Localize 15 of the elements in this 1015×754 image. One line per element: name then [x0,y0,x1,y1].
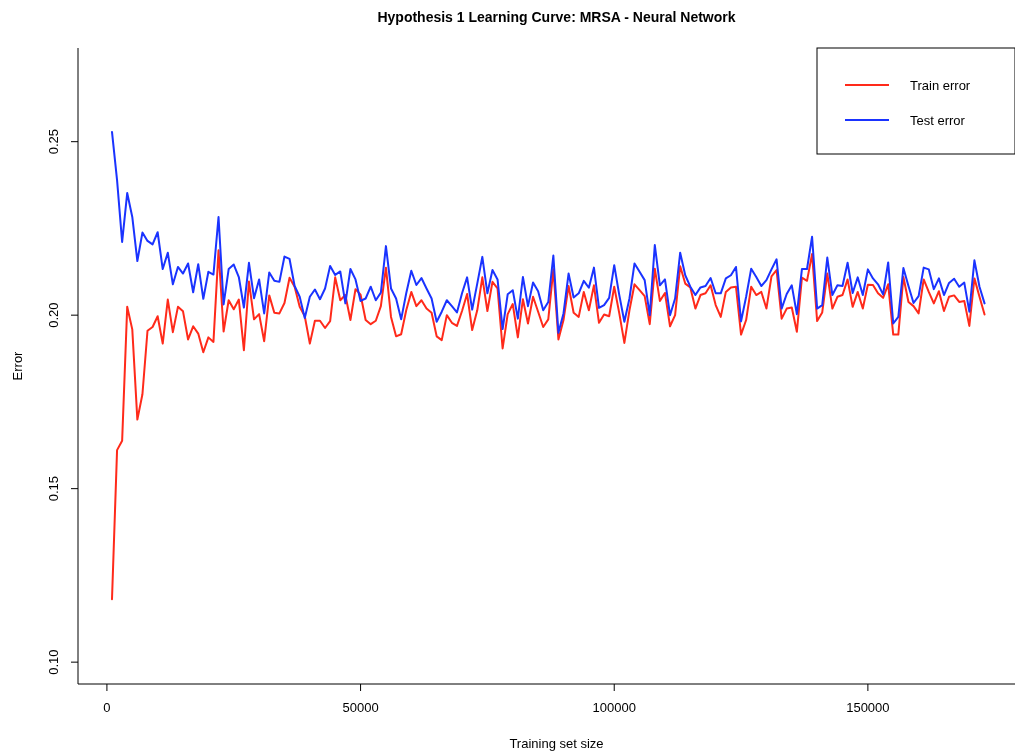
y-tick-label: 0.25 [46,129,61,155]
x-tick-label: 150000 [846,700,890,715]
y-axis-title: Error [10,350,25,381]
x-tick-label: 100000 [592,700,636,715]
legend-label: Test error [910,113,966,128]
line-series [110,130,986,334]
y-tick-label: 0.20 [46,302,61,328]
x-tick-label: 0 [103,700,111,715]
legend-label: Train error [910,78,971,93]
chart-title: Hypothesis 1 Learning Curve: MRSA - Neural Network [377,9,736,25]
x-axis-title: Training set size [509,736,604,751]
y-tick-label: 0.15 [46,476,61,502]
x-tick-label: 50000 [342,700,379,715]
y-tick-label: 0.10 [46,649,61,675]
line-series [110,249,986,601]
